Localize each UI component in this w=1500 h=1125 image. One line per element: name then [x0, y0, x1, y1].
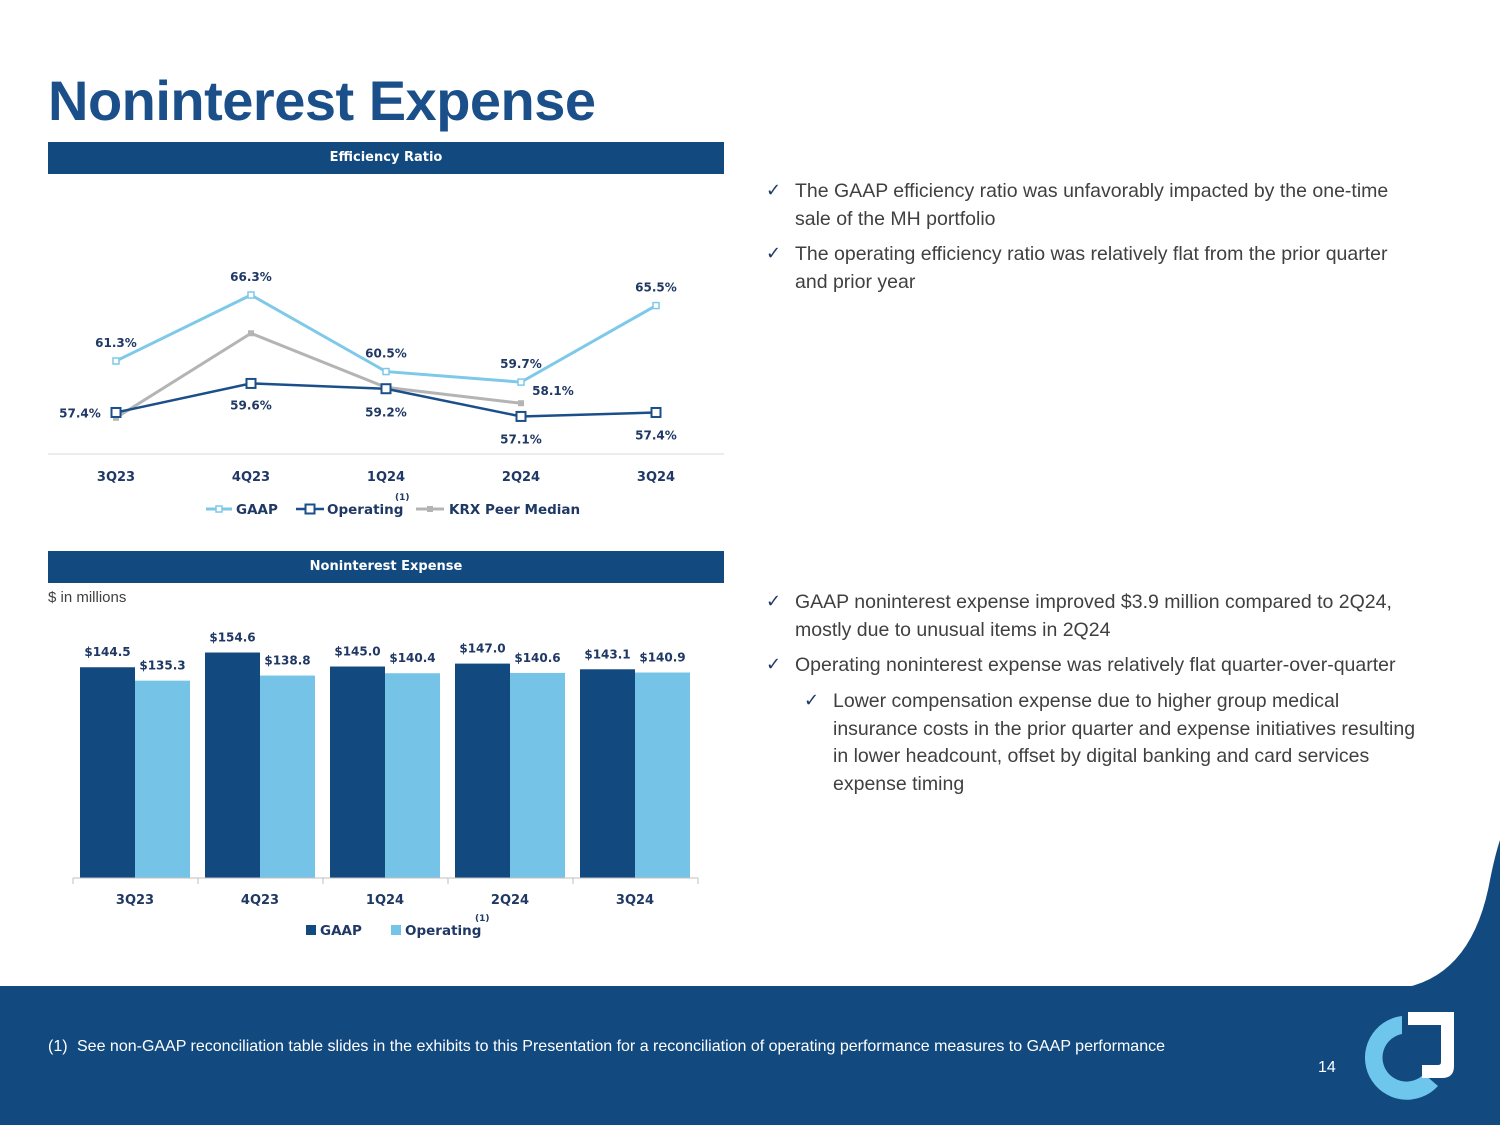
data-label: 65.5%	[635, 281, 677, 295]
bar-value-label: $145.0	[334, 645, 380, 659]
data-point	[515, 410, 527, 422]
page-number: 14	[1318, 1059, 1336, 1076]
legend-marker	[427, 506, 433, 512]
data-label: 57.4%	[635, 428, 677, 442]
footer-curve-decoration	[1380, 840, 1500, 990]
bar-operating	[635, 672, 690, 878]
data-point	[382, 367, 390, 376]
bar-gaap	[80, 667, 135, 878]
legend-superscript: (1)	[475, 914, 490, 924]
data-point	[650, 406, 662, 418]
data-point	[110, 406, 122, 418]
bullet-item: ✓ The GAAP efficiency ratio was unfavora…	[766, 178, 1416, 233]
bullet-item: ✓ GAAP noninterest expense improved $3.9…	[766, 589, 1416, 644]
bar-operating	[385, 673, 440, 878]
bar-value-label: $140.9	[639, 650, 685, 664]
bar-value-label: $143.1	[584, 647, 630, 661]
legend-label: GAAP	[236, 502, 278, 518]
page-title: Noninterest Expense	[48, 69, 596, 132]
data-point	[112, 357, 120, 365]
legend-marker	[215, 505, 223, 513]
check-icon: ✓	[766, 180, 782, 200]
data-label: 66.3%	[230, 270, 272, 284]
data-label: 57.4%	[59, 406, 101, 420]
legend-label: Operating	[327, 502, 403, 518]
x-tick-label: 1Q24	[367, 470, 405, 485]
footnote: (1) See non-GAAP reconciliation table sl…	[48, 1036, 1248, 1058]
efficiency-ratio-header: Efficiency Ratio	[48, 142, 724, 174]
legend-label: KRX Peer Median	[449, 502, 580, 518]
bar-value-label: $140.4	[389, 651, 435, 665]
legend-superscript: (1)	[395, 493, 410, 503]
data-label: 59.2%	[365, 406, 407, 420]
x-tick-label: 3Q23	[116, 893, 154, 908]
efficiency-ratio-chart: 61.3% 66.3% 60.5% 59.7% 65.5% 57.4% 59.6% 59.2%…	[48, 270, 724, 518]
bullet-item: ✓ The operating efficiency ratio was rel…	[766, 241, 1416, 296]
data-label: 57.1%	[500, 432, 542, 446]
bar-operating	[260, 675, 315, 878]
bullet-item: ✓ Operating noninterest expense was rela…	[766, 652, 1416, 680]
data-label: 59.7%	[500, 357, 542, 371]
check-icon: ✓	[804, 690, 820, 711]
bar-gaap	[455, 663, 510, 878]
legend-label: Operating	[405, 923, 481, 939]
data-point	[248, 330, 254, 337]
check-icon: ✓	[766, 654, 782, 675]
unit-note: $ in millions	[48, 589, 127, 606]
legend-swatch-gaap	[306, 925, 316, 935]
noninterest-expense-chart: $144.5 $154.6 $145.0 $147.0 $143.1 $135.3 $138…	[72, 631, 699, 939]
x-tick-label: 2Q24	[491, 893, 529, 908]
footnote-mark: (1)	[48, 1038, 68, 1055]
data-point	[517, 378, 525, 386]
sub-bullet-item: ✓ Lower compensation expense due to high…	[804, 688, 1416, 799]
legend-swatch-operating	[391, 925, 401, 935]
check-icon: ✓	[766, 591, 782, 611]
bar-gaap	[330, 666, 385, 878]
series-line-krx-peer-median	[115, 331, 522, 420]
data-label: 59.6%	[230, 398, 272, 412]
data-label: 58.1%	[532, 384, 574, 398]
legend-label: GAAP	[320, 923, 362, 939]
efficiency-commentary: ✓ The GAAP efficiency ratio was unfavora…	[766, 178, 1416, 305]
company-logo	[1364, 1012, 1454, 1100]
data-label: 60.5%	[365, 347, 407, 361]
bar-gaap	[205, 652, 260, 878]
x-tick-label: 4Q23	[232, 470, 270, 485]
bar-operating	[135, 680, 190, 878]
x-tick-label: 3Q23	[97, 470, 135, 485]
x-tick-label: 4Q23	[241, 893, 279, 908]
data-point	[380, 383, 392, 395]
bar-value-label: $138.8	[264, 654, 310, 668]
noninterest-expense-header: Noninterest Expense	[48, 551, 724, 583]
data-point	[652, 301, 660, 310]
data-label: 61.3%	[95, 336, 137, 350]
expense-commentary: ✓ GAAP noninterest expense improved $3.9…	[766, 589, 1416, 807]
bar-value-label: $140.6	[514, 651, 560, 665]
data-point	[247, 291, 255, 299]
bar-operating	[510, 672, 565, 878]
check-icon: ✓	[766, 243, 782, 264]
legend-marker	[304, 503, 316, 515]
bar-value-label: $144.5	[84, 645, 130, 659]
footnote-text: See non-GAAP reconciliation table slides…	[77, 1038, 1165, 1055]
bar-gaap	[580, 669, 635, 878]
bar-value-label: $154.6	[209, 631, 255, 645]
x-tick-label: 3Q24	[616, 893, 654, 908]
bar-value-label: $147.0	[459, 642, 505, 656]
x-tick-label: 3Q24	[637, 470, 675, 485]
data-point	[518, 400, 524, 407]
footer-band	[0, 986, 1500, 1125]
x-tick-label: 2Q24	[502, 470, 540, 485]
x-tick-label: 1Q24	[366, 893, 404, 908]
bar-value-label: $135.3	[139, 659, 185, 673]
data-point	[245, 377, 257, 389]
